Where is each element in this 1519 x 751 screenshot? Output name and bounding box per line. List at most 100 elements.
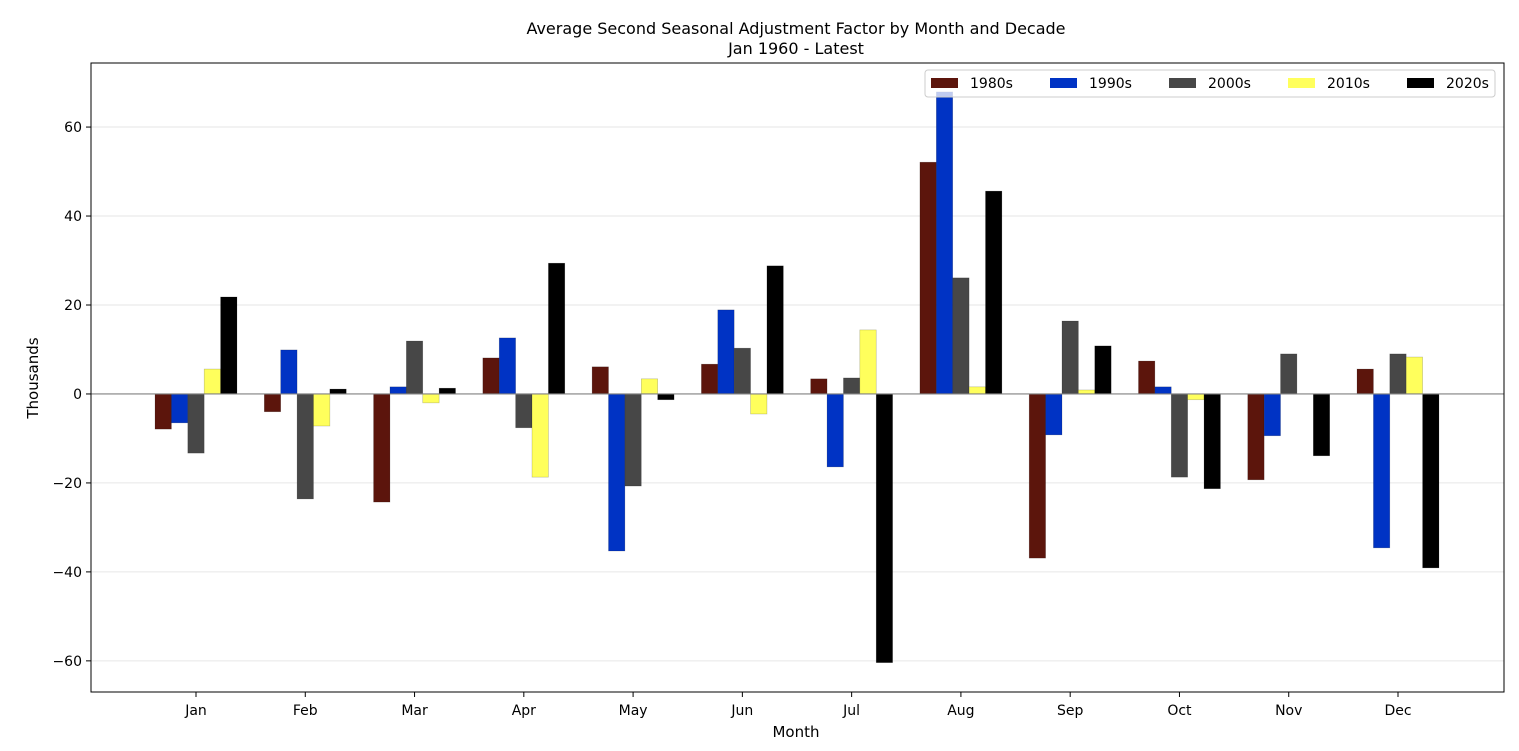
bar-2000s-Nov (1280, 353, 1298, 395)
x-tick-label: Jun (730, 703, 753, 719)
bar-2020s-Sep (1094, 345, 1112, 395)
bar-1990s-Nov (1263, 393, 1281, 437)
legend-swatch (1407, 78, 1434, 88)
bar-1990s-Apr (498, 337, 516, 395)
bar-1980s-Nov (1247, 393, 1265, 481)
bar-2020s-Dec (1422, 393, 1440, 569)
bar-1980s-Apr (482, 357, 500, 395)
y-axis-label: Thousands (24, 337, 42, 419)
bar-1990s-Sep (1045, 393, 1063, 436)
bar-2010s-Jul (859, 329, 877, 395)
bar-2010s-May (640, 378, 658, 395)
bar-2000s-Oct (1170, 393, 1188, 478)
bar-1980s-May (591, 366, 609, 395)
bar-1980s-Feb (263, 393, 281, 413)
legend: 1980s 1990s 2000s 2010s 2020s (924, 69, 1496, 98)
y-tick-label: 0 (73, 387, 82, 403)
bar-2000s-Jan (187, 393, 205, 454)
bar-1990s-Jun (717, 309, 735, 395)
bar-2020s-May (657, 393, 675, 401)
bar-2010s-Dec (1405, 356, 1423, 395)
x-tick-label: Oct (1167, 703, 1192, 719)
legend-swatch (1169, 78, 1196, 88)
legend-item-2010s: 2010s (1288, 76, 1370, 92)
y-tick-label: −20 (52, 476, 82, 492)
bar-1990s-Jan (171, 393, 189, 424)
legend-label: 1990s (1089, 76, 1132, 92)
bar-1980s-Jan (154, 393, 172, 430)
plot-frame (90, 62, 1505, 693)
bar-1990s-Feb (280, 349, 298, 395)
y-tick-label: 60 (64, 120, 82, 136)
bar-1980s-Jul (810, 378, 828, 395)
x-tick-label: Nov (1275, 703, 1302, 719)
x-tick-label: Dec (1384, 703, 1411, 719)
bar-1980s-Dec (1356, 368, 1374, 395)
bar-2010s-Mar (422, 393, 440, 404)
bar-2000s-Feb (296, 393, 314, 500)
bar-1980s-Aug (919, 161, 937, 395)
bar-2000s-Apr (515, 393, 533, 429)
legend-label: 2010s (1327, 76, 1370, 92)
x-axis: Jan Feb Mar Apr May Jun Jul Aug Sep Oct Nov Dec (184, 692, 1412, 719)
legend-item-2000s: 2000s (1169, 76, 1251, 92)
legend-item-2020s: 2020s (1407, 76, 1489, 92)
bar-2020s-Jun (766, 265, 784, 395)
chart-title: Average Second Seasonal Adjustment Facto… (526, 19, 1065, 38)
bar-2020s-Jan (220, 296, 238, 395)
x-axis-label: Month (772, 723, 819, 741)
bar-1990s-May (608, 393, 626, 552)
legend-swatch (931, 78, 958, 88)
bar-2010s-Jun (750, 393, 768, 415)
legend-item-1990s: 1990s (1050, 76, 1132, 92)
bar-2000s-Aug (952, 277, 970, 395)
bar-2000s-Dec (1389, 353, 1407, 395)
legend-box (924, 69, 1496, 98)
bar-1980s-Oct (1138, 360, 1156, 395)
y-axis: −60 −40 −20 0 20 40 60 (52, 120, 91, 670)
x-tick-label: Sep (1057, 703, 1084, 719)
legend-item-1980s: 1980s (931, 76, 1013, 92)
legend-label: 2020s (1446, 76, 1489, 92)
bar-2000s-Mar (406, 340, 424, 395)
bar-2010s-Jan (203, 368, 221, 395)
bar-1990s-Oct (1154, 386, 1172, 395)
bar-2020s-Oct (1203, 393, 1221, 490)
bars (154, 91, 1440, 663)
x-tick-label: Apr (512, 703, 536, 719)
bar-2010s-Oct (1187, 393, 1205, 401)
legend-label: 2000s (1208, 76, 1251, 92)
bar-2000s-May (624, 393, 642, 487)
legend-swatch (1288, 78, 1315, 88)
bar-1990s-Dec (1373, 393, 1391, 549)
y-tick-label: −40 (52, 565, 82, 581)
x-tick-label: Jan (184, 703, 207, 719)
legend-label: 1980s (970, 76, 1013, 92)
chart-subtitle: Jan 1960 - Latest (727, 39, 864, 58)
bar-2020s-Feb (329, 388, 347, 395)
bar-1990s-Jul (826, 393, 844, 468)
y-tick-label: −60 (52, 654, 82, 670)
bar-2020s-Jul (875, 393, 893, 663)
bar-1990s-Mar (389, 386, 407, 395)
bar-2010s-Aug (968, 386, 986, 395)
bar-1980s-Mar (373, 393, 391, 503)
x-tick-label: May (619, 703, 648, 719)
y-tick-label: 20 (64, 298, 82, 314)
bar-2020s-Aug (985, 190, 1003, 395)
bar-1990s-Aug (936, 91, 954, 395)
bar-2000s-Jul (843, 377, 861, 395)
y-tick-label: 40 (64, 209, 82, 225)
legend-swatch (1050, 78, 1077, 88)
bar-2010s-Feb (313, 393, 331, 427)
x-tick-label: Mar (401, 703, 428, 719)
bar-2000s-Jun (733, 347, 751, 395)
bar-2000s-Sep (1061, 320, 1079, 395)
x-tick-label: Aug (947, 703, 974, 719)
x-tick-label: Feb (293, 703, 318, 719)
bar-1980s-Sep (1028, 393, 1046, 559)
x-tick-label: Jul (842, 703, 860, 719)
bar-2020s-Apr (548, 262, 566, 395)
